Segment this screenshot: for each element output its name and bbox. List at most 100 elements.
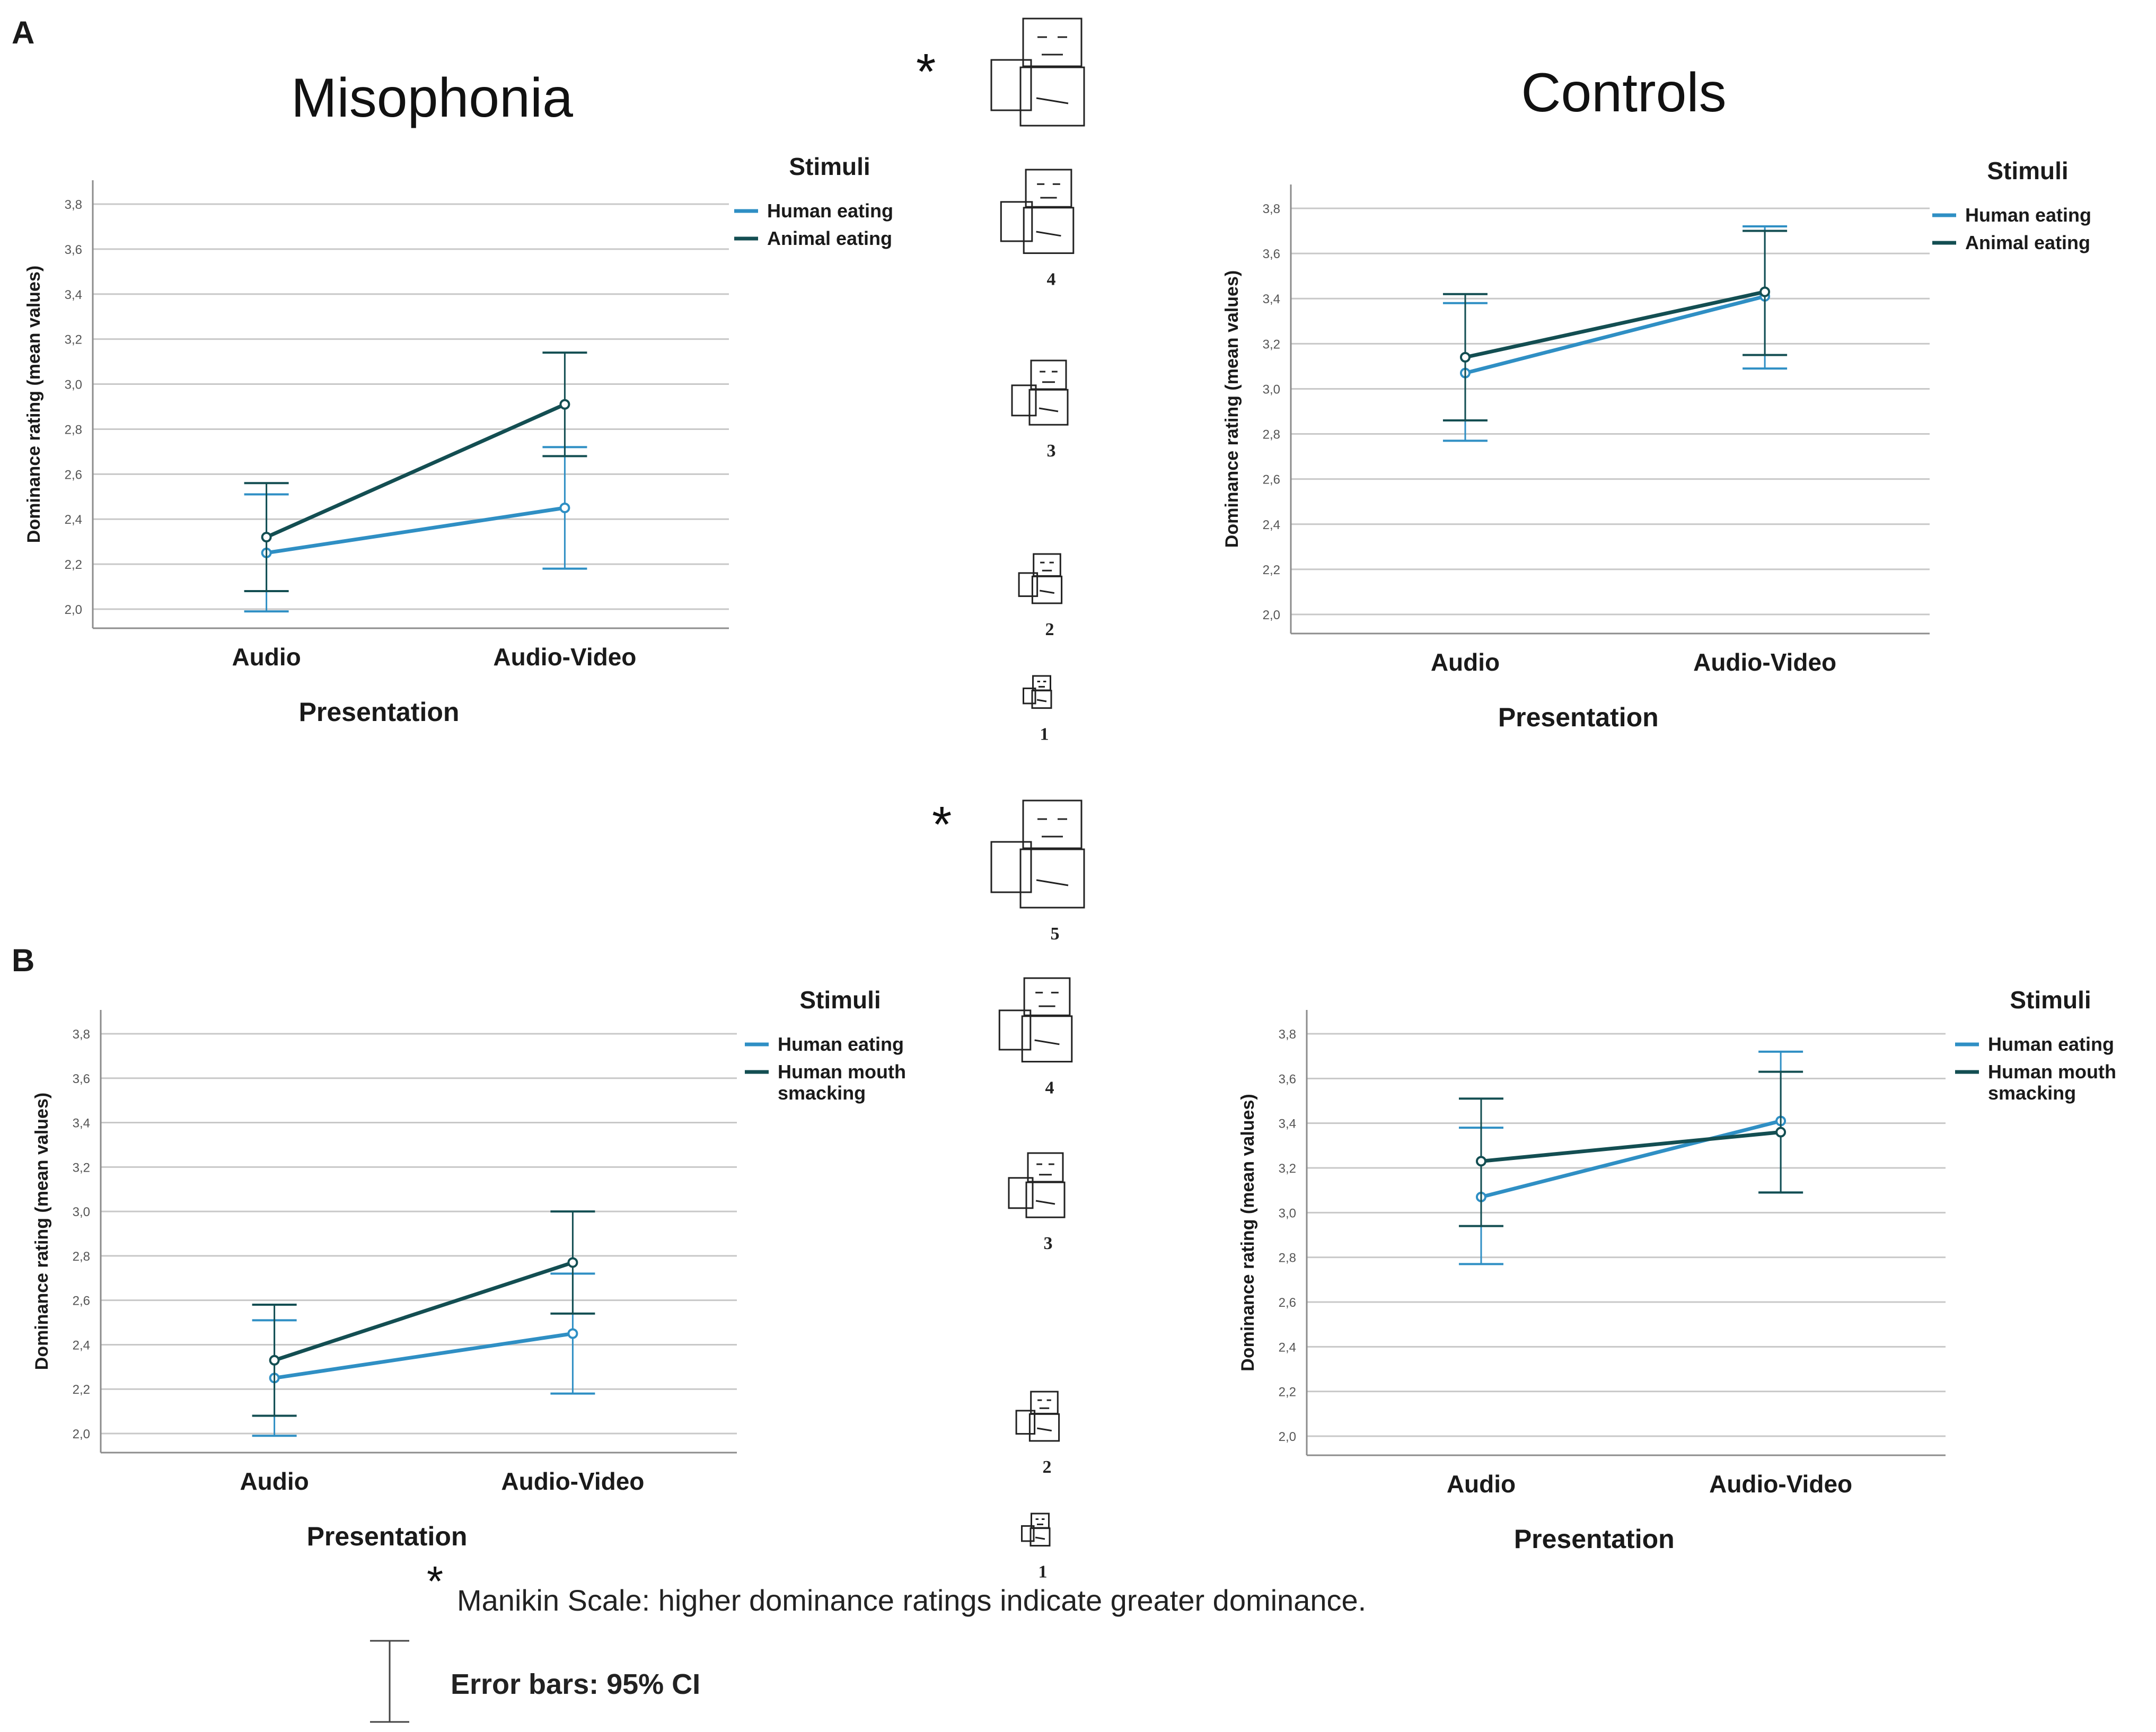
manikin-level-label: 1 (1040, 725, 1049, 744)
error-bar-legend-icon (370, 1640, 409, 1723)
series-line (274, 1332, 573, 1380)
manikin-level-label: 5 (1051, 924, 1060, 944)
y-tick-label: 2,2 (1263, 563, 1280, 577)
legend-label: Animal eating (767, 227, 892, 249)
chart-a-controls: 2,0 2,2 2,4 2,6 2,8 3,0 3,2 3,4 3,6 3,8 Audio Audio… (1222, 157, 2091, 732)
manikin-level-label: 4 (1047, 270, 1056, 289)
manikin-head (1025, 169, 1072, 208)
manikin-level-label: 4 (1045, 1078, 1054, 1098)
y-tick-label: 2,0 (65, 603, 82, 617)
manikin-level-label: 2 (1043, 1457, 1052, 1477)
y-tick-label: 2,0 (1263, 608, 1280, 622)
y-tick-label: 3,0 (73, 1205, 90, 1219)
manikin-level-3-icon: 3 (1008, 1152, 1066, 1253)
y-tick-label: 3,2 (73, 1160, 90, 1175)
manikin-level-4-icon: 4 (1000, 169, 1075, 289)
manikin-head (1023, 977, 1071, 1016)
y-tick-label: 2,2 (1279, 1385, 1296, 1400)
x-tick-label: Audio (232, 643, 301, 671)
manikin-body (1028, 389, 1069, 426)
data-point (559, 399, 570, 410)
y-tick-label: 3,8 (65, 198, 82, 212)
manikin-body (1023, 207, 1075, 254)
chart-b-controls: 2,0 2,2 2,4 2,6 2,8 3,0 3,2 3,4 3,6 3,8 Audio Audio… (1238, 986, 2116, 1554)
y-tick-label: 2,8 (73, 1250, 90, 1264)
manikin-body (1028, 1413, 1060, 1442)
y-tick-label: 3,8 (1263, 202, 1280, 216)
legend-title: Stimuli (799, 986, 881, 1014)
series-line (1481, 1130, 1781, 1163)
y-tick-label: 3,4 (65, 288, 82, 302)
legend-label: Human mouth (1988, 1061, 2116, 1083)
y-tick-label: 2,0 (73, 1427, 90, 1441)
data-point (559, 503, 570, 513)
manikin-head (1022, 799, 1083, 849)
legend-label: Human eating (778, 1033, 904, 1055)
y-tick-label: 2,8 (1279, 1251, 1296, 1265)
legend-title: Stimuli (2010, 986, 2091, 1014)
manikin-asterisk: * (916, 43, 936, 100)
data-point (1475, 1156, 1486, 1167)
data-point (261, 532, 272, 543)
chart-b-misophonia: 2,0 2,2 2,4 2,6 2,8 3,0 3,2 3,4 3,6 3,8 Audio Audio… (32, 986, 906, 1551)
y-tick-label: 2,4 (65, 513, 82, 527)
manikin-level-label: 2 (1045, 620, 1054, 639)
manikin-arm (1035, 1200, 1055, 1205)
legend-label: Human eating (1965, 204, 2091, 226)
legend-label: smacking (1988, 1082, 2076, 1104)
series-line (1481, 1119, 1781, 1199)
x-tick-label: Audio (1447, 1470, 1516, 1498)
data-point (1759, 286, 1771, 297)
manikin-side-box (1011, 384, 1037, 417)
x-tick-label: Audio-Video (501, 1467, 644, 1495)
x-tick-label: Audio-Video (493, 643, 636, 671)
data-point (1775, 1127, 1787, 1138)
manikin-body (1031, 575, 1063, 604)
x-tick-label: Audio-Video (1709, 1470, 1852, 1498)
manikin-level-label: 3 (1047, 441, 1056, 461)
y-tick-label: 3,0 (65, 378, 82, 392)
legend-label: smacking (778, 1082, 866, 1104)
x-tick-label: Audio (1431, 648, 1500, 676)
y-axis-title: Dominance rating (mean values) (1222, 270, 1242, 548)
manikin-level-2-icon: 2 (1015, 1391, 1060, 1477)
series-line (266, 402, 566, 539)
x-axis-title: Presentation (307, 1522, 468, 1551)
title-controls: Controls (1521, 62, 1726, 124)
y-tick-label: 3,0 (1263, 382, 1280, 397)
manikin-side-box (998, 1009, 1032, 1051)
y-tick-label: 3,2 (1279, 1162, 1296, 1176)
manikin-level-1-icon: 1 (1021, 1513, 1051, 1582)
manikin-asterisk: * (932, 796, 952, 853)
y-tick-label: 2,4 (1279, 1340, 1296, 1355)
data-point (567, 1328, 578, 1339)
manikin-side-box (1015, 1410, 1036, 1435)
legend-title: Stimuli (1987, 157, 2068, 184)
legend-label: Human eating (1988, 1033, 2114, 1055)
y-tick-label: 3,2 (65, 333, 82, 347)
manikin-arm (1036, 699, 1047, 702)
y-tick-label: 2,8 (1263, 428, 1280, 442)
manikin-head (1022, 17, 1083, 67)
y-tick-label: 3,4 (1279, 1117, 1296, 1131)
y-axis-title: Dominance rating (mean values) (24, 266, 44, 543)
manikin-arm (1036, 231, 1061, 237)
y-tick-label: 2,4 (73, 1338, 90, 1352)
manikin-arm (1039, 407, 1059, 412)
chart-a-misophonia: 2,0 2,2 2,4 2,6 2,8 3,0 3,2 3,4 3,6 3,8 Audio Audio… (24, 153, 893, 727)
title-misophonia: Misophonia (291, 67, 573, 129)
x-axis-title: Presentation (299, 697, 460, 727)
manikin-level-label: 3 (1044, 1234, 1053, 1253)
manikin-body (1029, 1527, 1051, 1547)
y-tick-label: 2,6 (65, 468, 82, 482)
manikin-body (1025, 1181, 1066, 1218)
manikin-level-1-icon: 1 (1023, 675, 1052, 744)
manikin-side-box (1018, 572, 1039, 597)
y-tick-label: 3,4 (1263, 292, 1280, 306)
manikin-level-5-icon (990, 17, 1085, 127)
footnote-asterisk: * (427, 1558, 443, 1605)
data-point (1459, 351, 1471, 363)
series-line (1465, 294, 1765, 375)
manikin-body (1019, 66, 1085, 127)
manikin-arm (1034, 1039, 1060, 1045)
